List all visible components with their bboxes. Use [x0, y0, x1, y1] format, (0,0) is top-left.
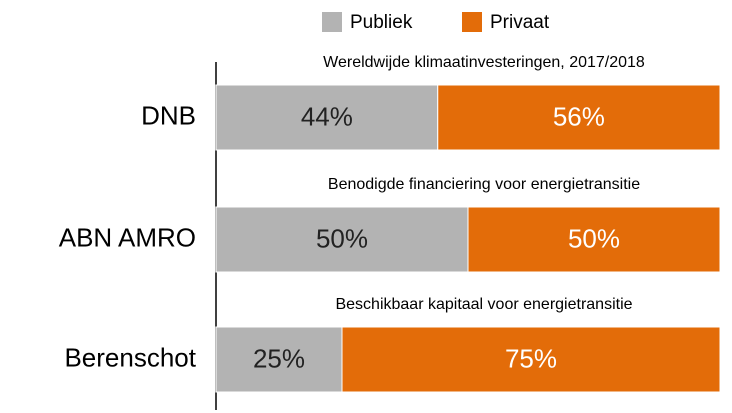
- legend-label: Privaat: [490, 12, 550, 33]
- value-label: 44%: [301, 101, 353, 131]
- bar-segment: [341, 326, 721, 393]
- category-label: Berenschot: [64, 342, 196, 372]
- value-label: 75%: [505, 343, 557, 373]
- legend-label: Publiek: [350, 12, 413, 33]
- value-label: 25%: [253, 343, 305, 373]
- category-label: DNB: [141, 100, 196, 130]
- bar-segment: [437, 84, 721, 151]
- annotation: Beschikbaar kapitaal voor energietransit…: [335, 296, 632, 313]
- value-label: 50%: [316, 223, 368, 253]
- annotation: Wereldwijde klimaatinvesteringen, 2017/2…: [323, 54, 645, 71]
- annotation: Benodigde financiering voor energietrans…: [328, 176, 640, 193]
- category-label: ABN AMRO: [59, 222, 196, 252]
- bar-segment: [215, 84, 439, 151]
- bar-segment: [467, 206, 721, 273]
- legend-swatch: [462, 12, 482, 32]
- legend-swatch: [322, 12, 342, 32]
- value-label: 56%: [553, 101, 605, 131]
- value-label: 50%: [568, 223, 620, 253]
- bar-segment: [215, 206, 469, 273]
